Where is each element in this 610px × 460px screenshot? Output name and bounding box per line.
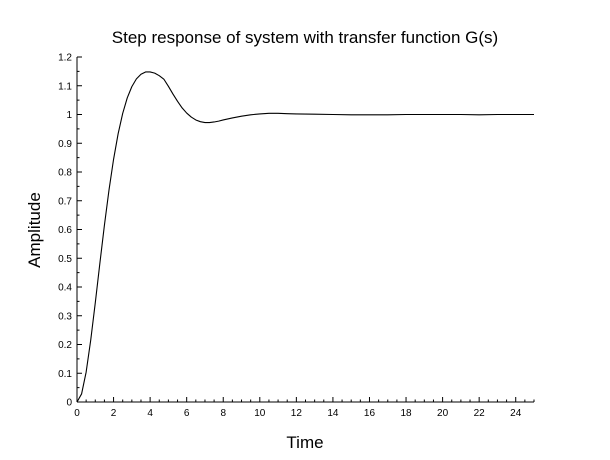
x-tick-label: 2 bbox=[111, 408, 117, 419]
y-tick-label: 1.1 bbox=[58, 81, 72, 92]
y-tick-label: 0 bbox=[66, 398, 72, 409]
axes: 0 2 4 6 8 10 12 14 16 18 20 22 2400.10.20.30.40.50.6… bbox=[58, 53, 535, 419]
x-tick-label: 22 bbox=[474, 408, 486, 419]
x-tick-label: 18 bbox=[400, 408, 412, 419]
x-tick-label: 6 bbox=[184, 408, 190, 419]
y-tick-label: 1.2 bbox=[58, 53, 72, 64]
y-axis-label: Amplitude bbox=[25, 192, 44, 268]
y-tick-label: 1 bbox=[66, 110, 72, 121]
x-tick-label: 20 bbox=[437, 408, 449, 419]
x-tick-label: 14 bbox=[327, 408, 339, 419]
y-tick-label: 0.8 bbox=[58, 168, 72, 179]
series-line-step-response bbox=[76, 71, 534, 403]
y-tick-label: 0.4 bbox=[58, 283, 72, 294]
y-tick-label: 0.9 bbox=[58, 139, 72, 150]
x-axis-label: Time bbox=[286, 433, 323, 452]
y-tick-label: 0.1 bbox=[58, 369, 72, 380]
chart-title: Step response of system with transfer fu… bbox=[112, 28, 498, 47]
x-tick-label: 24 bbox=[510, 408, 522, 419]
x-tick-label: 12 bbox=[291, 408, 303, 419]
y-tick-label: 0.3 bbox=[58, 311, 72, 322]
y-tick-label: 0.7 bbox=[58, 196, 72, 207]
y-tick-label: 0.2 bbox=[58, 340, 72, 351]
y-tick-label: 0.6 bbox=[58, 225, 72, 236]
x-tick-label: 10 bbox=[254, 408, 266, 419]
series-layer bbox=[76, 71, 534, 403]
x-tick-label: 8 bbox=[220, 408, 226, 419]
y-tick-label: 0.5 bbox=[58, 254, 72, 265]
x-tick-label: 4 bbox=[147, 408, 153, 419]
x-tick-label: 16 bbox=[364, 408, 376, 419]
x-tick-label: 0 bbox=[74, 408, 80, 419]
